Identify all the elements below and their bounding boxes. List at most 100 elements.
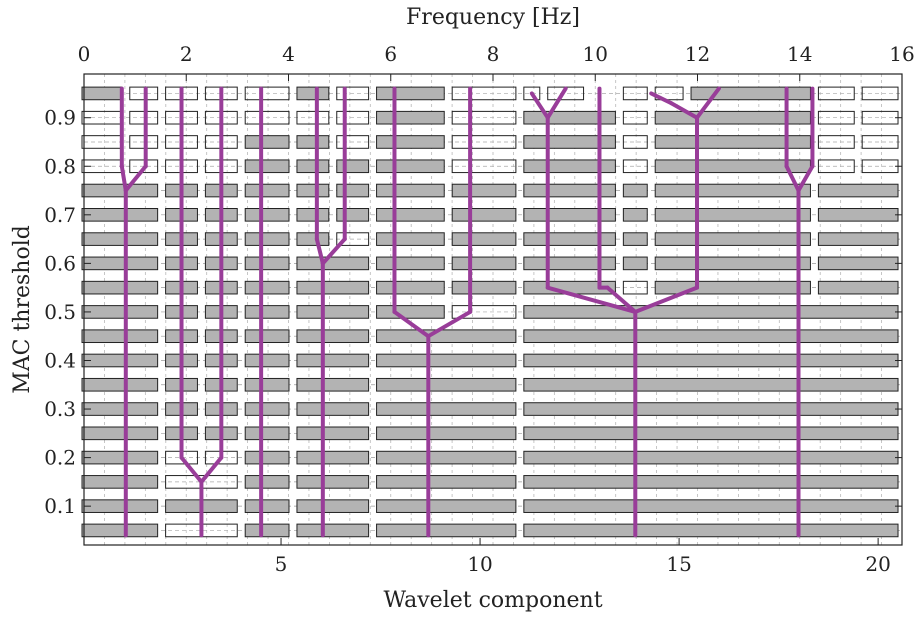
cluster-box <box>817 208 899 222</box>
cluster-box <box>376 280 445 295</box>
cluster-box <box>654 280 811 295</box>
top-axis-title: Frequency [Hz] <box>406 5 580 30</box>
cluster-box <box>81 208 159 222</box>
tree-branch <box>784 164 801 193</box>
y-tick-label: 0.3 <box>44 397 76 421</box>
tree-branch <box>649 91 674 106</box>
y-tick-label: 0.7 <box>44 203 76 227</box>
cluster-box <box>81 450 159 465</box>
cluster-box <box>376 499 517 513</box>
cluster-box <box>376 523 517 538</box>
x2-tick-label: 0 <box>78 42 91 66</box>
cluster-box <box>523 183 616 198</box>
y-tick-label: 0.6 <box>44 251 76 275</box>
tree-branch <box>796 164 815 193</box>
cluster-box <box>622 110 648 125</box>
tree-branch <box>669 101 700 120</box>
tree-branch <box>320 237 347 266</box>
y-tick-label: 0.9 <box>44 106 76 130</box>
x2-tick-label: 8 <box>487 42 500 66</box>
cluster-box <box>244 256 290 271</box>
cluster-box <box>244 353 290 368</box>
cluster-box <box>81 402 159 416</box>
cluster-box <box>376 402 517 416</box>
cluster-box <box>81 256 159 271</box>
cluster-box <box>244 183 290 198</box>
cluster-box <box>523 499 899 513</box>
cluster-box <box>376 353 517 368</box>
cluster-box <box>296 280 370 295</box>
cluster-box <box>817 256 899 271</box>
cluster-box <box>451 159 517 174</box>
cluster-box <box>622 232 648 246</box>
cluster-box <box>336 183 370 198</box>
cluster-box <box>622 183 648 198</box>
cluster-box <box>861 110 899 125</box>
tree-branch <box>314 237 325 266</box>
tree-branch <box>545 285 638 314</box>
cluster-box <box>523 426 899 441</box>
cluster-box <box>296 110 330 125</box>
cluster-box <box>376 256 445 271</box>
cluster-box <box>296 402 370 416</box>
cluster-box <box>861 159 899 174</box>
cluster-box <box>654 208 811 222</box>
tree-branch <box>426 309 473 339</box>
cluster-box <box>336 159 370 174</box>
cluster-box <box>244 426 290 441</box>
tree-branch <box>179 455 204 484</box>
cluster-box <box>523 256 616 271</box>
cluster-box <box>376 135 445 149</box>
cluster-box <box>622 280 648 295</box>
cluster-box <box>296 523 370 538</box>
x2-tick-label: 2 <box>180 42 193 66</box>
cluster-box <box>296 329 370 344</box>
x-tick-label: 20 <box>865 552 890 576</box>
cluster-box <box>523 110 616 125</box>
cluster-box <box>451 110 517 125</box>
cluster-box <box>81 86 123 101</box>
x-tick-label: 10 <box>467 552 492 576</box>
cluster-box <box>244 475 290 489</box>
cluster-box <box>81 232 159 246</box>
cluster-box <box>654 256 811 271</box>
cluster-box <box>296 377 370 392</box>
cluster-box <box>81 280 159 295</box>
cluster-box <box>296 232 330 246</box>
cluster-box <box>523 475 899 489</box>
cluster-box <box>523 450 899 465</box>
cluster-box <box>81 183 159 198</box>
cluster-box <box>523 523 899 538</box>
cluster-box <box>296 475 370 489</box>
cluster-box <box>523 305 899 319</box>
cluster-box <box>296 183 330 198</box>
cluster-box <box>244 523 290 538</box>
cluster-box <box>81 135 123 149</box>
tree-branch <box>605 285 638 314</box>
cluster-box <box>336 135 370 149</box>
cluster-box <box>861 135 899 149</box>
cluster-box <box>817 135 855 149</box>
tree-branch <box>545 86 568 120</box>
cluster-box <box>523 159 616 174</box>
x2-tick-label: 10 <box>583 42 608 66</box>
axis-ticks: 0.1 0.2 0.3 0.4 0.5 0.6 0.7 0.8 0.9 5 10 15 20 0 2 4 6 8 1… <box>44 42 915 576</box>
cluster-box <box>523 377 899 392</box>
cluster-box <box>861 86 899 101</box>
cluster-box <box>296 86 330 101</box>
cluster-box <box>376 208 445 222</box>
cluster-box <box>81 353 159 368</box>
y-tick-label: 0.4 <box>44 348 76 372</box>
cluster-box <box>451 232 517 246</box>
x-tick-label: 5 <box>275 552 288 576</box>
cluster-box <box>817 159 855 174</box>
cluster-box <box>376 305 445 319</box>
y-tick-label: 0.2 <box>44 446 76 470</box>
x-tick-label: 15 <box>666 552 691 576</box>
tree-branch <box>119 164 128 193</box>
cluster-box <box>244 402 290 416</box>
cluster-box <box>244 86 290 101</box>
cluster-box <box>296 426 370 441</box>
cluster-box <box>523 208 616 222</box>
